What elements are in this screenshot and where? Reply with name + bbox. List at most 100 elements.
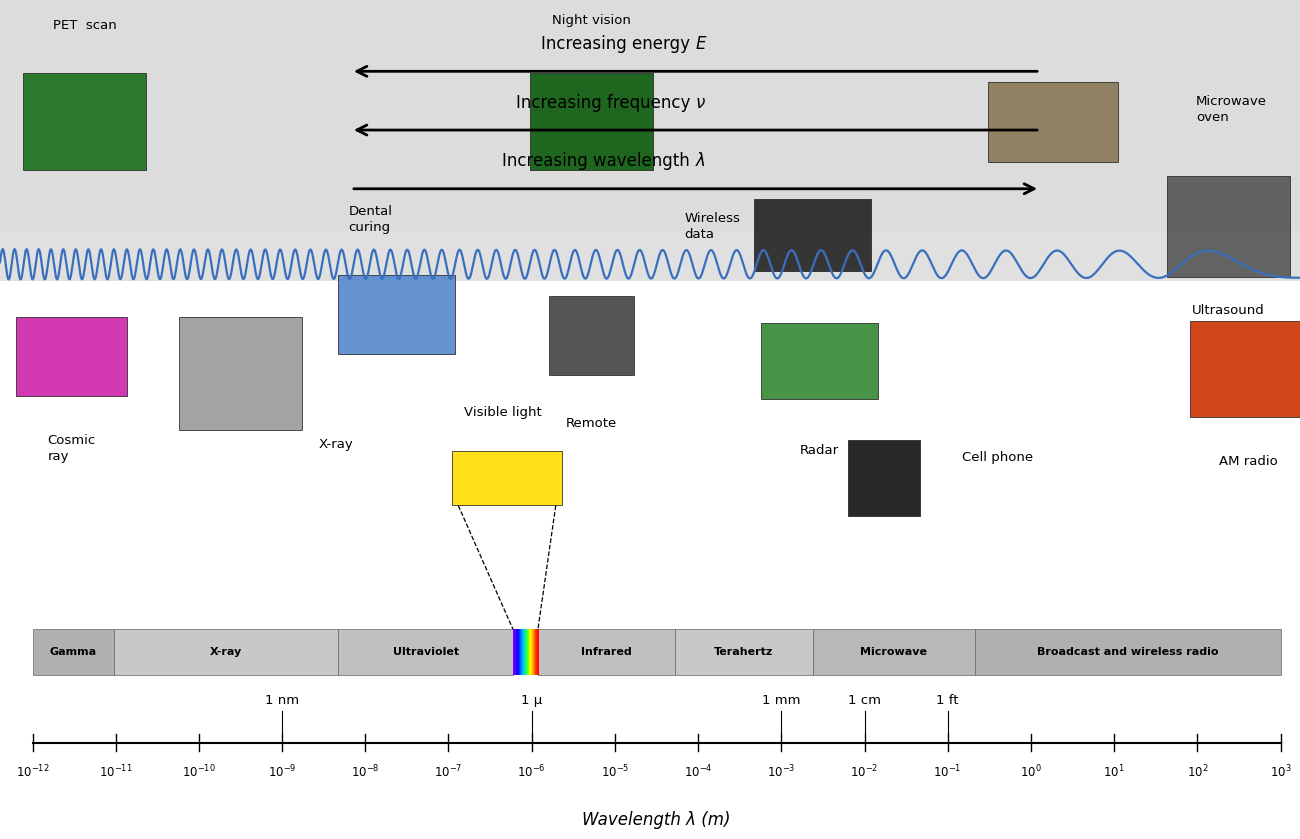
Bar — [537, 629, 538, 675]
Bar — [526, 629, 528, 675]
Text: $10^{-4}$: $10^{-4}$ — [684, 763, 712, 780]
Bar — [530, 629, 532, 675]
Bar — [514, 629, 515, 675]
Bar — [529, 629, 532, 675]
Bar — [523, 629, 524, 675]
Bar — [549, 295, 634, 376]
Text: AM radio: AM radio — [1218, 455, 1278, 468]
Bar — [530, 629, 532, 675]
Bar — [516, 629, 519, 675]
Bar — [523, 629, 524, 675]
Bar — [515, 629, 517, 675]
Bar — [532, 629, 533, 675]
Bar — [521, 629, 523, 675]
Bar — [534, 629, 536, 675]
Bar — [760, 323, 878, 399]
Bar — [516, 629, 517, 675]
Text: $10^{2}$: $10^{2}$ — [1187, 763, 1208, 780]
Text: Microwave: Microwave — [861, 648, 927, 657]
Bar — [524, 629, 525, 675]
Bar — [525, 629, 528, 675]
Bar — [452, 451, 563, 505]
Text: Infrared: Infrared — [581, 648, 632, 657]
Bar — [23, 74, 146, 170]
Bar — [1167, 176, 1290, 277]
Bar — [517, 629, 519, 675]
Text: Increasing energy: Increasing energy — [541, 35, 696, 53]
Bar — [849, 440, 920, 516]
Bar — [537, 629, 538, 675]
Bar — [534, 629, 537, 675]
Bar — [530, 74, 653, 170]
Bar — [524, 629, 525, 675]
Bar — [528, 629, 529, 675]
Bar — [517, 629, 520, 675]
Bar — [16, 317, 127, 397]
Bar — [514, 629, 515, 675]
Text: 1 nm: 1 nm — [265, 695, 299, 707]
Bar — [521, 629, 523, 675]
Text: $10^{-7}$: $10^{-7}$ — [434, 763, 463, 780]
Bar — [537, 629, 540, 675]
Text: X-ray: X-ray — [318, 438, 354, 451]
Text: Night vision: Night vision — [552, 14, 630, 28]
Bar — [113, 629, 338, 675]
Bar — [521, 629, 523, 675]
Bar — [524, 629, 525, 675]
Bar — [519, 629, 520, 675]
Text: $10^{0}$: $10^{0}$ — [1020, 763, 1041, 780]
Bar — [515, 629, 516, 675]
Bar — [529, 629, 530, 675]
Bar — [528, 629, 529, 675]
Bar — [520, 629, 521, 675]
Text: $10^{1}$: $10^{1}$ — [1104, 763, 1124, 780]
Text: Radar: Radar — [800, 444, 838, 457]
Bar — [521, 629, 524, 675]
Bar — [532, 629, 533, 675]
Text: 1 μ: 1 μ — [521, 695, 542, 707]
Bar — [528, 629, 529, 675]
Text: ν: ν — [696, 94, 705, 112]
Bar — [0, 0, 1300, 235]
Bar — [530, 629, 533, 675]
Bar — [537, 629, 538, 675]
Bar — [524, 629, 525, 675]
Bar — [529, 629, 530, 675]
Bar — [517, 629, 519, 675]
Bar — [515, 629, 516, 675]
Bar — [1190, 321, 1300, 417]
Bar — [536, 629, 537, 675]
Bar — [528, 629, 529, 675]
Bar — [525, 629, 526, 675]
Text: Visible light: Visible light — [464, 406, 542, 420]
Text: $10^{-2}$: $10^{-2}$ — [850, 763, 879, 780]
Bar — [532, 629, 533, 675]
Bar — [525, 629, 526, 675]
Bar — [812, 629, 975, 675]
Text: Increasing wavelength: Increasing wavelength — [503, 153, 696, 170]
Bar — [514, 629, 515, 675]
Bar — [537, 629, 538, 675]
Bar — [536, 629, 538, 675]
Bar — [675, 629, 812, 675]
Bar — [534, 629, 536, 675]
Bar — [534, 629, 536, 675]
Bar — [529, 629, 530, 675]
Bar — [536, 629, 537, 675]
Bar — [526, 629, 528, 675]
Bar — [754, 200, 871, 270]
Bar — [32, 629, 113, 675]
Text: $10^{-12}$: $10^{-12}$ — [16, 763, 49, 780]
Text: $10^{-10}$: $10^{-10}$ — [182, 763, 216, 780]
Bar — [338, 629, 514, 675]
Bar — [0, 231, 1300, 281]
Text: Cosmic
ray: Cosmic ray — [47, 435, 96, 463]
Text: 1 ft: 1 ft — [936, 695, 959, 707]
Text: E: E — [696, 35, 706, 53]
Bar — [525, 629, 526, 675]
Text: Remote: Remote — [566, 417, 618, 430]
Text: $10^{-3}$: $10^{-3}$ — [767, 763, 796, 780]
Bar — [523, 629, 525, 675]
Bar — [988, 82, 1118, 162]
Text: Ultrasound: Ultrasound — [1192, 304, 1265, 317]
